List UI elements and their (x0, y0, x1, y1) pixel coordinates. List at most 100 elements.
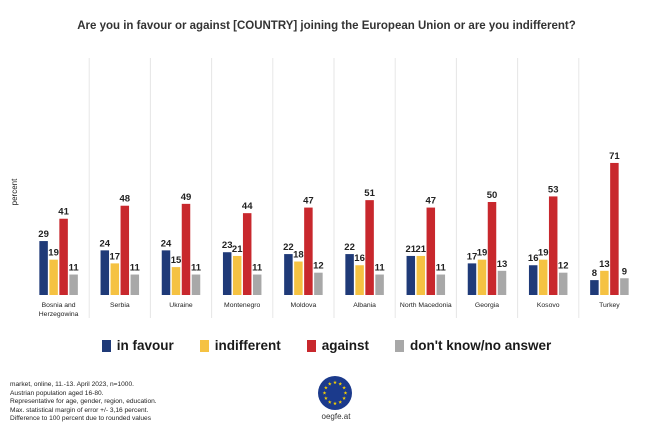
bar (528, 265, 538, 295)
data-label: 23 (222, 240, 233, 251)
bar (416, 255, 426, 295)
footnote: market, online, 11.-13. April 2023, n=10… (10, 381, 157, 424)
bar (252, 274, 262, 295)
legend-label-dont-know: don't know/no answer (410, 338, 552, 353)
data-label: 44 (242, 201, 253, 212)
flag-star (342, 385, 346, 390)
flag-star (324, 385, 328, 390)
data-label: 49 (181, 192, 192, 203)
data-label: 18 (293, 250, 304, 261)
bar (69, 274, 78, 295)
legend-swatch-against (306, 339, 316, 352)
data-label: 21 (406, 244, 417, 255)
bar (39, 241, 48, 295)
chart-title: Are you in favour or against [COUNTRY] j… (77, 20, 576, 32)
flag-star (333, 401, 337, 406)
data-label: 19 (48, 248, 59, 259)
category-label: Herzegowina (39, 311, 79, 318)
bar (355, 265, 364, 295)
bar (548, 196, 558, 295)
bar (497, 270, 507, 295)
data-label: 11 (69, 263, 80, 274)
data-label: 22 (283, 242, 294, 253)
y-axis-label: percent (10, 178, 19, 205)
data-label: 11 (375, 263, 386, 274)
flag-star (338, 381, 343, 386)
footnote-line: market, online, 11.-13. April 2023, n=10… (10, 381, 134, 388)
bar (191, 274, 201, 295)
flag-star (327, 400, 332, 404)
data-label: 19 (477, 248, 488, 259)
bar (49, 259, 58, 295)
data-label: 29 (38, 229, 49, 240)
flag-star (324, 396, 328, 400)
footnote-line: Representative for age, gender, region, … (10, 398, 157, 406)
legend-label-against: against (321, 338, 370, 353)
data-label: 8 (592, 268, 597, 279)
data-label: 47 (426, 196, 437, 207)
data-label: 24 (100, 238, 111, 249)
legend-swatch-indifferent (199, 339, 209, 352)
data-label: 53 (548, 184, 559, 195)
data-label: 24 (161, 238, 172, 249)
data-label: 17 (467, 251, 478, 262)
bar (110, 263, 120, 295)
bar (242, 213, 252, 295)
data-label: 13 (497, 259, 508, 270)
bar (620, 278, 629, 295)
logo-text: oegfe.at (321, 412, 351, 421)
legend: in favour indifferent against don't know… (0, 338, 653, 353)
bar (365, 200, 374, 295)
flag-star (338, 400, 343, 404)
data-label: 19 (538, 248, 549, 259)
flag-star (333, 380, 337, 385)
legend-item-indifferent: indifferent (199, 338, 281, 353)
bar (426, 207, 436, 295)
legend-item-against: against (306, 338, 370, 353)
data-label: 21 (232, 244, 243, 255)
data-label: 12 (313, 261, 324, 272)
bar (222, 252, 232, 295)
category-label: Moldova (291, 302, 317, 309)
data-label: 41 (58, 207, 69, 218)
bar (345, 254, 354, 295)
bar (436, 274, 446, 295)
flag-star (327, 381, 332, 386)
bar (130, 274, 140, 295)
bar (558, 272, 568, 295)
data-label: 50 (487, 190, 498, 201)
category-label: North Macedonia (400, 302, 452, 309)
data-label: 9 (622, 266, 627, 277)
data-label: 13 (599, 259, 610, 270)
bar (120, 205, 130, 295)
footnote-line: Austrian population aged 16-80. (10, 389, 104, 397)
bar (467, 263, 477, 295)
footnote-line: Difference to 100 percent due to rounded… (10, 415, 152, 423)
data-label: 11 (252, 263, 263, 274)
bar (600, 270, 609, 295)
bar (100, 250, 110, 295)
data-label: 12 (558, 261, 569, 272)
category-label: Kosovo (537, 302, 560, 309)
data-label: 17 (110, 251, 121, 262)
bar (487, 202, 497, 295)
data-label: 22 (344, 242, 355, 253)
bar (610, 162, 619, 295)
category-label: Turkey (599, 302, 620, 309)
legend-item-dont-know: don't know/no answer (395, 338, 551, 353)
data-label: 16 (354, 253, 365, 264)
legend-label-indifferent: indifferent (214, 338, 281, 353)
data-label: 11 (436, 263, 447, 274)
flag-star (342, 396, 346, 400)
bar (181, 203, 191, 295)
category-label: Serbia (110, 302, 130, 309)
bar (284, 254, 293, 295)
bar (406, 255, 416, 295)
data-label: 11 (191, 263, 202, 274)
bar (375, 274, 384, 295)
legend-item-in-favour: in favour (101, 338, 174, 353)
category-label: Ukraine (169, 302, 193, 309)
eu-flag-logo (318, 376, 352, 410)
footnote-line: Max. statistical margin of error +/- 3,1… (10, 406, 149, 414)
